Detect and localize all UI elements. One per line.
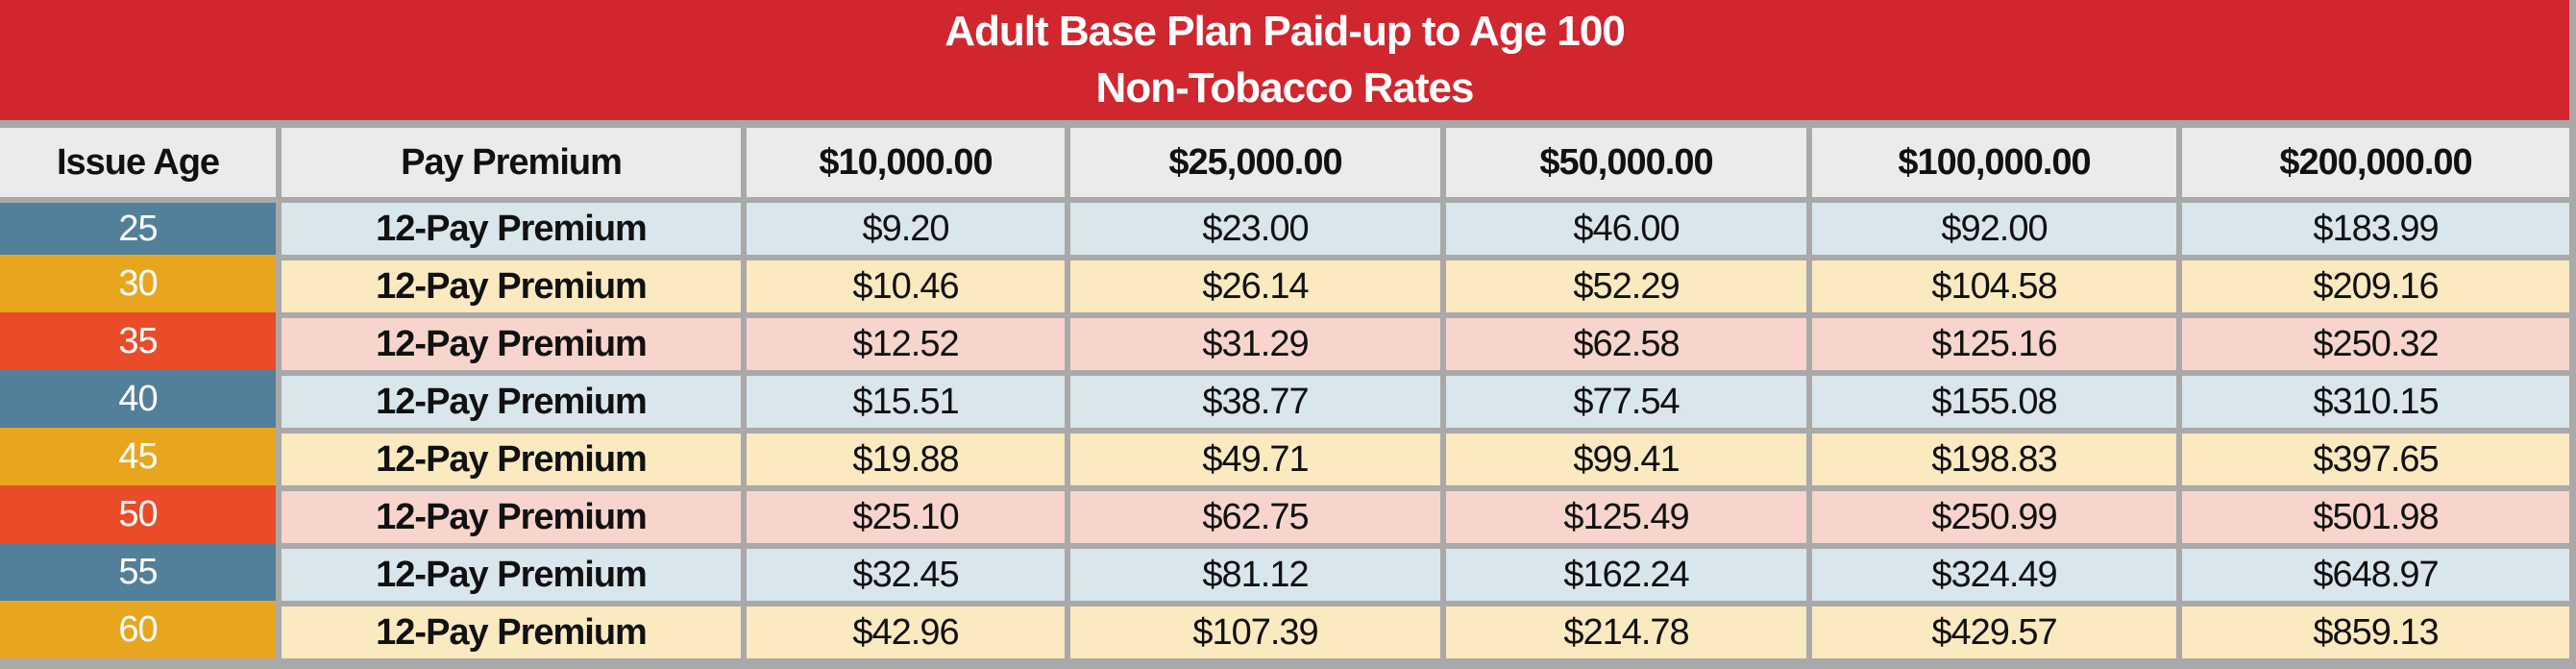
premium-value-cell: $9.20 [747, 203, 1065, 255]
premium-value-cell: $46.00 [1446, 203, 1806, 255]
premium-value-cell: $19.88 [747, 434, 1065, 485]
column-header: $200,000.00 [2182, 128, 2569, 197]
issue-age-cell: 25 [0, 203, 276, 255]
issue-age-cell: 45 [0, 428, 276, 485]
premium-value-cell: $214.78 [1446, 607, 1806, 658]
issue-age-cell: 35 [0, 312, 276, 370]
premium-value-cell: $125.49 [1446, 491, 1806, 543]
premium-value-cell: $26.14 [1070, 260, 1440, 312]
pay-premium-cell: 12-Pay Premium [282, 203, 741, 255]
premium-value-cell: $209.16 [2182, 260, 2569, 312]
column-header: $100,000.00 [1812, 128, 2176, 197]
issue-age-cell: 40 [0, 370, 276, 428]
premium-value-cell: $15.51 [747, 376, 1065, 428]
premium-value-cell: $52.29 [1446, 260, 1806, 312]
premium-value-cell: $310.15 [2182, 376, 2569, 428]
premium-value-cell: $49.71 [1070, 434, 1440, 485]
column-header: $25,000.00 [1070, 128, 1440, 197]
premium-value-cell: $32.45 [747, 549, 1065, 601]
issue-age-cell: 30 [0, 255, 276, 312]
premium-value-cell: $81.12 [1070, 549, 1440, 601]
issue-age-cell: 50 [0, 485, 276, 543]
premium-value-cell: $198.83 [1812, 434, 2176, 485]
premium-value-cell: $42.96 [747, 607, 1065, 658]
premium-value-cell: $501.98 [2182, 491, 2569, 543]
premium-value-cell: $250.99 [1812, 491, 2176, 543]
premium-value-cell: $12.52 [747, 318, 1065, 370]
pay-premium-cell: 12-Pay Premium [282, 376, 741, 428]
pay-premium-cell: 12-Pay Premium [282, 491, 741, 543]
premium-value-cell: $324.49 [1812, 549, 2176, 601]
premium-value-cell: $155.08 [1812, 376, 2176, 428]
pay-premium-cell: 12-Pay Premium [282, 260, 741, 312]
column-header: $10,000.00 [747, 128, 1065, 197]
premium-value-cell: $38.77 [1070, 376, 1440, 428]
premium-value-cell: $107.39 [1070, 607, 1440, 658]
column-header: Pay Premium [282, 128, 741, 197]
premium-value-cell: $23.00 [1070, 203, 1440, 255]
title-line-1: Adult Base Plan Paid-up to Age 100 [945, 8, 1626, 56]
premium-value-cell: $183.99 [2182, 203, 2569, 255]
pay-premium-cell: 12-Pay Premium [282, 549, 741, 601]
column-header: Issue Age [0, 128, 276, 197]
title-line-2: Non-Tobacco Rates [1095, 63, 1475, 112]
premium-value-cell: $25.10 [747, 491, 1065, 543]
premium-value-cell: $92.00 [1812, 203, 2176, 255]
premium-value-cell: $397.65 [2182, 434, 2569, 485]
premium-value-cell: $62.58 [1446, 318, 1806, 370]
premium-value-cell: $125.16 [1812, 318, 2176, 370]
premium-value-cell: $99.41 [1446, 434, 1806, 485]
column-header: $50,000.00 [1446, 128, 1806, 197]
pay-premium-cell: 12-Pay Premium [282, 607, 741, 658]
pay-premium-cell: 12-Pay Premium [282, 318, 741, 370]
rates-grid: Issue Age Pay Premium $10,000.00 $25,000.00… [0, 128, 2576, 669]
table-title-banner: Adult Base Plan Paid-up to Age 100 Non-T… [0, 0, 2569, 120]
premium-value-cell: $648.97 [2182, 549, 2569, 601]
premium-value-cell: $31.29 [1070, 318, 1440, 370]
issue-age-cell: 55 [0, 543, 276, 601]
premium-value-cell: $162.24 [1446, 549, 1806, 601]
premium-value-cell: $62.75 [1070, 491, 1440, 543]
issue-age-cell: 60 [0, 601, 276, 658]
premium-value-cell: $104.58 [1812, 260, 2176, 312]
premium-value-cell: $250.32 [2182, 318, 2569, 370]
premium-value-cell: $429.57 [1812, 607, 2176, 658]
premium-value-cell: $10.46 [747, 260, 1065, 312]
pay-premium-cell: 12-Pay Premium [282, 434, 741, 485]
premium-value-cell: $77.54 [1446, 376, 1806, 428]
premium-value-cell: $859.13 [2182, 607, 2569, 658]
